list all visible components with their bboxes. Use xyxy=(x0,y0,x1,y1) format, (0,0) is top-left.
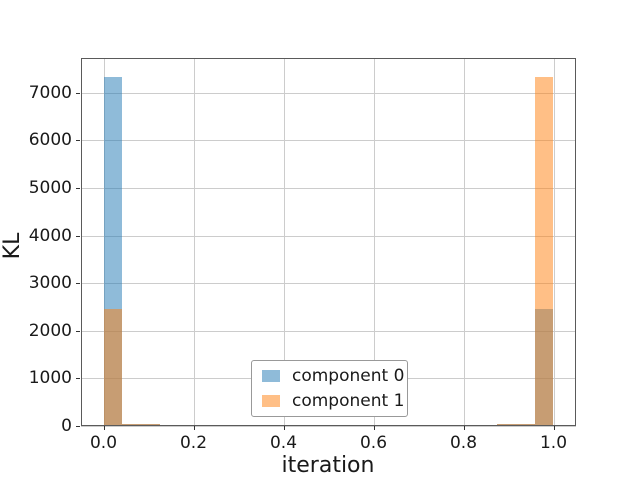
y-tick-mark xyxy=(76,330,80,332)
y-gridline xyxy=(81,330,576,332)
y-gridline xyxy=(81,140,576,142)
legend-label-component-0: component 0 xyxy=(292,366,405,386)
y-tick-label: 0 xyxy=(61,416,72,436)
x-tick-mark xyxy=(103,426,105,430)
legend-entry-component-0: component 0 xyxy=(262,367,404,385)
y-tick-mark xyxy=(76,426,80,427)
x-tick-label: 0.8 xyxy=(449,433,478,453)
x-tick-label: 1.0 xyxy=(539,433,568,453)
histogram-bar-component-1 xyxy=(103,308,123,426)
y-gridline xyxy=(81,235,576,237)
y-tick-label: 2000 xyxy=(28,320,72,341)
x-tick-label: 0.2 xyxy=(179,433,208,453)
x-gridline xyxy=(553,58,555,426)
y-tick-label: 1000 xyxy=(28,368,72,389)
y-tick-mark xyxy=(76,378,80,380)
y-tick-label: 3000 xyxy=(28,273,72,294)
y-tick-mark xyxy=(76,92,80,94)
y-gridline xyxy=(81,426,576,427)
legend-swatch-component-1 xyxy=(262,395,280,407)
y-tick-label: 4000 xyxy=(28,225,72,246)
y-tick-label: 6000 xyxy=(28,130,72,151)
y-gridline xyxy=(81,92,576,94)
x-tick-mark xyxy=(463,426,465,430)
y-tick-mark xyxy=(76,140,80,142)
x-tick-mark xyxy=(553,426,555,430)
legend-swatch-component-0 xyxy=(262,370,280,382)
x-gridline xyxy=(463,58,465,426)
y-tick-mark xyxy=(76,235,80,237)
x-gridline xyxy=(373,58,375,426)
x-tick-mark xyxy=(193,426,195,430)
y-tick-mark xyxy=(76,188,80,189)
legend-entry-component-1: component 1 xyxy=(262,392,404,410)
x-gridline xyxy=(283,58,285,426)
x-tick-label: 0.0 xyxy=(89,433,118,453)
legend: component 0 component 1 xyxy=(251,360,408,417)
y-tick-mark xyxy=(76,283,80,285)
y-gridline xyxy=(81,188,576,189)
histogram-bar-component-1 xyxy=(497,424,535,426)
x-tick-mark xyxy=(373,426,375,430)
histogram-bar-component-1 xyxy=(122,424,160,426)
x-tick-mark xyxy=(283,426,285,430)
histogram-bar-component-1 xyxy=(534,77,554,426)
y-tick-label: 5000 xyxy=(28,178,72,198)
x-gridline xyxy=(193,58,195,426)
y-gridline xyxy=(81,283,576,285)
x-tick-label: 0.6 xyxy=(359,433,388,453)
x-axis-label: iteration xyxy=(281,453,375,478)
y-tick-label: 7000 xyxy=(28,82,72,103)
x-tick-label: 0.4 xyxy=(269,433,298,453)
legend-label-component-1: component 1 xyxy=(292,391,405,411)
